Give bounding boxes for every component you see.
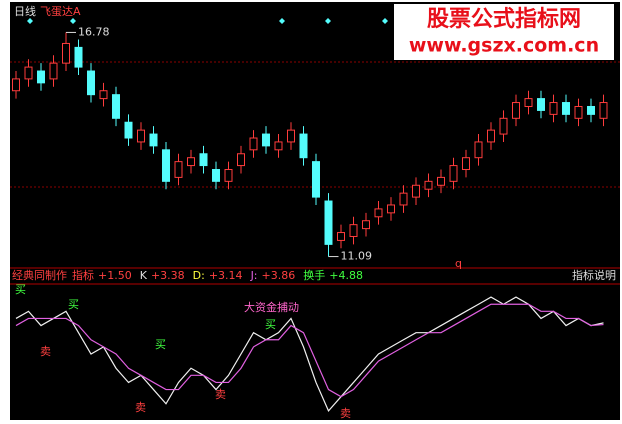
readout-value: +1.50 xyxy=(98,269,132,282)
candle-body xyxy=(124,121,133,139)
candle-body xyxy=(487,129,495,143)
candle-body xyxy=(574,105,583,119)
candle-body xyxy=(537,98,545,111)
candle-body xyxy=(137,129,145,143)
candle-body xyxy=(387,204,395,214)
candle-body xyxy=(287,129,295,143)
candle-body xyxy=(187,157,195,167)
help-label: 指标说明 xyxy=(572,268,616,282)
signal-label: 卖 xyxy=(135,401,146,414)
candle-body xyxy=(274,141,283,151)
readout-value: +3.86 xyxy=(262,269,296,282)
candle-body xyxy=(587,105,595,115)
period-label: 日线 xyxy=(14,4,36,18)
candle-body xyxy=(412,184,420,198)
candle-body xyxy=(462,157,470,171)
candle-body xyxy=(474,141,483,159)
candle-body xyxy=(149,133,158,147)
signal-label: 卖 xyxy=(340,407,351,420)
candle-body xyxy=(24,66,33,80)
indicator-line xyxy=(15,296,604,412)
signal-label: 卖 xyxy=(215,388,226,401)
signal-label: 买 xyxy=(265,318,276,331)
indicator-line xyxy=(15,303,604,398)
candle-body xyxy=(374,208,383,218)
candle-body xyxy=(337,232,345,241)
candle-body xyxy=(524,98,533,107)
event-label: 大资金捕动 xyxy=(244,300,299,314)
panel-title: 经典同制作 xyxy=(12,268,67,282)
readout-name: D: xyxy=(193,269,205,282)
readout-name: 换手 xyxy=(303,268,325,282)
candle-body xyxy=(74,46,83,68)
readout-name: 指标 xyxy=(72,268,94,282)
candle-body xyxy=(49,62,58,80)
diamonds xyxy=(27,18,388,24)
candle-body xyxy=(174,161,183,178)
candle-body xyxy=(199,153,208,167)
signal-label: 买 xyxy=(15,283,26,296)
signal-label: 买 xyxy=(68,298,79,311)
candle-body xyxy=(549,102,558,115)
candle-body xyxy=(112,94,120,119)
candle-body xyxy=(87,70,95,96)
readout-name: J: xyxy=(250,269,258,282)
indicator-name: 飞蛋达A xyxy=(40,5,81,18)
candle-body xyxy=(12,78,20,92)
candle-body xyxy=(212,169,220,182)
marker: q xyxy=(455,257,462,270)
candle-body xyxy=(399,192,408,206)
candle-body xyxy=(249,137,258,151)
candle-body xyxy=(562,102,570,115)
high-label: 16.78 xyxy=(78,25,110,38)
readout-value: +4.88 xyxy=(329,269,363,282)
candle-body xyxy=(424,180,433,190)
candle-body xyxy=(37,70,45,84)
candle-body xyxy=(237,153,245,167)
candle-body xyxy=(224,169,233,182)
watermark-url: www.gszx.com.cn xyxy=(409,35,599,57)
watermark-box xyxy=(394,4,614,60)
candle-body xyxy=(499,117,508,135)
candle-body xyxy=(162,149,170,182)
candle-body xyxy=(349,224,358,237)
candle-body xyxy=(299,133,308,159)
candle-body xyxy=(599,102,608,119)
signal-label: 买 xyxy=(155,338,166,351)
candle-body xyxy=(99,90,108,100)
candle-body xyxy=(312,161,320,198)
readout-value: +3.14 xyxy=(209,269,243,282)
candle-body xyxy=(262,133,270,147)
readout-name: K xyxy=(140,269,148,282)
candle-body xyxy=(449,165,458,182)
screen xyxy=(10,2,620,420)
readout-value: +3.38 xyxy=(151,269,185,282)
candle-body xyxy=(437,176,445,186)
candle-body xyxy=(62,42,70,64)
watermark-title: 股票公式指标网 xyxy=(427,6,581,32)
signal-label: 卖 xyxy=(40,345,51,358)
candle-body xyxy=(362,220,370,230)
candle-body xyxy=(324,200,333,245)
candle-body xyxy=(512,102,520,119)
low-label: 11.09 xyxy=(341,250,373,263)
